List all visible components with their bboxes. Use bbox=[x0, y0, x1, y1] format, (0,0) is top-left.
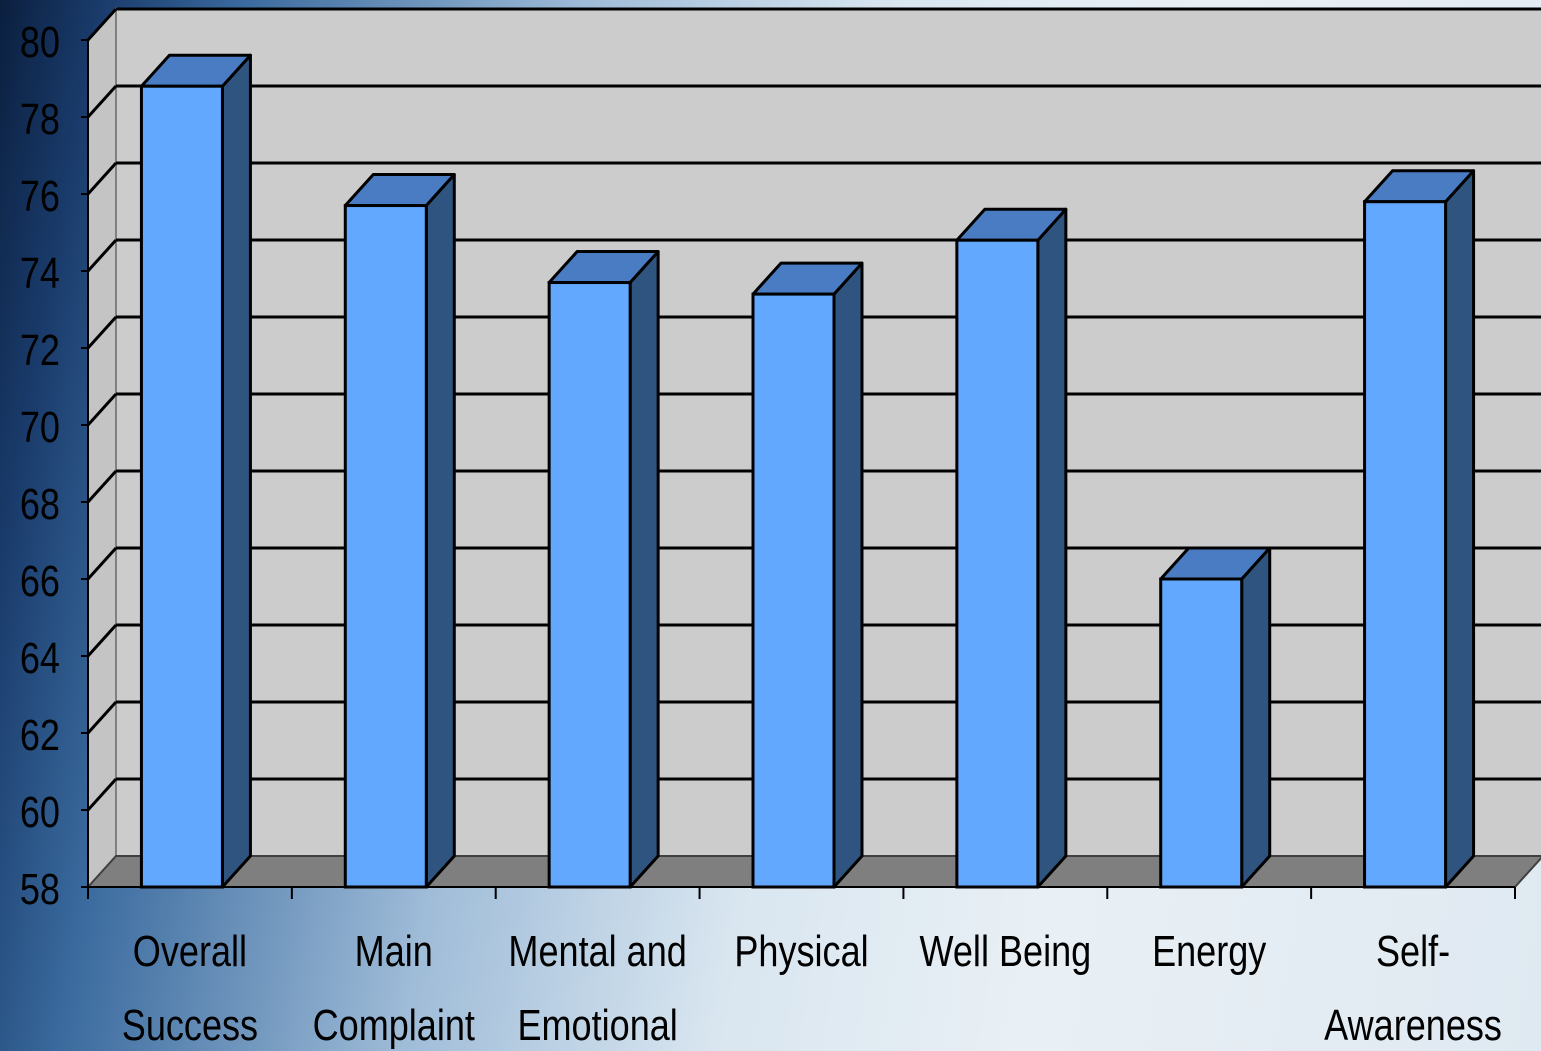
bar-side bbox=[220, 53, 252, 889]
x-category-label: Physical bbox=[734, 927, 868, 976]
y-tick-label: 72 bbox=[20, 326, 60, 375]
bar-side bbox=[1036, 207, 1068, 889]
bars bbox=[139, 53, 1476, 889]
bar bbox=[139, 53, 252, 889]
bar bbox=[343, 173, 456, 889]
bar-front bbox=[343, 204, 428, 889]
y-tick-label: 76 bbox=[20, 172, 60, 221]
x-category-label: Self- bbox=[1376, 927, 1450, 976]
y-tick-label: 62 bbox=[20, 711, 60, 760]
x-category-label: Mental and bbox=[508, 927, 686, 976]
gridline-side bbox=[86, 546, 118, 581]
side-wall bbox=[87, 6, 117, 890]
bar-front bbox=[751, 292, 836, 889]
y-tick-label: 78 bbox=[20, 95, 60, 144]
x-category-label: Success bbox=[122, 1001, 258, 1050]
bar bbox=[1363, 169, 1476, 889]
bar-front bbox=[547, 281, 632, 889]
x-axis-labels: Overall Success Main Complaint Mental and Emo… bbox=[122, 927, 1502, 1050]
bar-side bbox=[424, 173, 456, 889]
y-tick-label: 60 bbox=[20, 788, 60, 837]
y-tick-label: 74 bbox=[20, 249, 60, 298]
bar-front bbox=[955, 238, 1040, 889]
bar bbox=[547, 250, 660, 889]
x-category-label: Complaint bbox=[313, 1001, 475, 1050]
x-category-label: Main bbox=[355, 927, 433, 976]
bar-side bbox=[1240, 546, 1272, 889]
x-category-label: Well Being bbox=[919, 927, 1091, 976]
y-axis: 58 60 62 64 66 68 70 72 74 76 78 80 bbox=[20, 18, 89, 914]
gridline-side bbox=[86, 7, 118, 42]
bar-side bbox=[832, 261, 864, 889]
y-tick-label: 64 bbox=[20, 634, 60, 683]
x-category-label: Emotional bbox=[517, 1001, 677, 1050]
bar-front bbox=[1363, 200, 1448, 889]
y-tick-label: 66 bbox=[20, 557, 60, 606]
bar bbox=[955, 207, 1068, 889]
gridline-side bbox=[86, 777, 118, 812]
gridline-side bbox=[86, 623, 118, 658]
y-tick-label: 80 bbox=[20, 18, 60, 67]
x-category-label: Overall bbox=[133, 927, 247, 976]
bar-front bbox=[139, 84, 224, 889]
bar-side bbox=[1444, 169, 1476, 889]
gridline-side bbox=[86, 238, 118, 273]
y-tick-label: 70 bbox=[20, 403, 60, 452]
x-category-label: Energy bbox=[1152, 927, 1267, 976]
gridline-side bbox=[86, 700, 118, 735]
bar-side bbox=[628, 250, 660, 889]
gridline-side bbox=[86, 392, 118, 427]
x-axis bbox=[87, 886, 1516, 899]
y-tick-label: 58 bbox=[20, 865, 60, 914]
bar bbox=[1159, 546, 1272, 889]
gridline-side bbox=[86, 161, 118, 196]
gridline-side bbox=[86, 315, 118, 350]
gridline-side bbox=[86, 469, 118, 504]
y-tick-label: 68 bbox=[20, 480, 60, 529]
bar bbox=[751, 261, 864, 889]
x-category-label: Awareness bbox=[1324, 1001, 1502, 1050]
bar-front bbox=[1159, 577, 1244, 889]
gridline-side bbox=[86, 84, 118, 119]
